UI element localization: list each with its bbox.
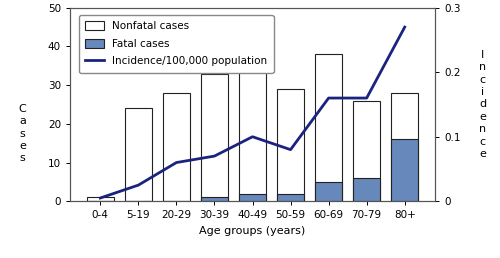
Incidence/100,000 population (98, 197, 103, 200)
Bar (124, 108, 152, 201)
Incidence/100,000 population (136, 184, 141, 187)
Text: C
a
s
e
s: C a s e s (18, 104, 26, 163)
Incidence/100,000 population (250, 135, 256, 138)
Bar (353, 101, 380, 201)
Bar (391, 139, 418, 201)
Incidence/100,000 population (174, 161, 180, 164)
Bar (277, 89, 304, 201)
X-axis label: Age groups (years): Age groups (years) (200, 226, 306, 236)
Incidence/100,000 population (212, 155, 218, 158)
Text: I
n
c
i
d
e
n
c
e: I n c i d e n c e (479, 50, 486, 159)
Bar (391, 93, 418, 201)
Incidence/100,000 population (326, 96, 332, 100)
Legend: Nonfatal cases, Fatal cases, Incidence/100,000 population: Nonfatal cases, Fatal cases, Incidence/1… (79, 15, 274, 73)
Bar (86, 197, 114, 201)
Bar (200, 197, 228, 201)
Bar (239, 31, 266, 201)
Bar (315, 54, 342, 201)
Bar (315, 182, 342, 201)
Incidence/100,000 population (402, 26, 407, 29)
Bar (277, 194, 304, 201)
Bar (353, 178, 380, 201)
Bar (239, 194, 266, 201)
Bar (200, 74, 228, 201)
Incidence/100,000 population (364, 96, 370, 100)
Line: Incidence/100,000 population: Incidence/100,000 population (100, 27, 405, 198)
Bar (162, 93, 190, 201)
Incidence/100,000 population (288, 148, 294, 151)
